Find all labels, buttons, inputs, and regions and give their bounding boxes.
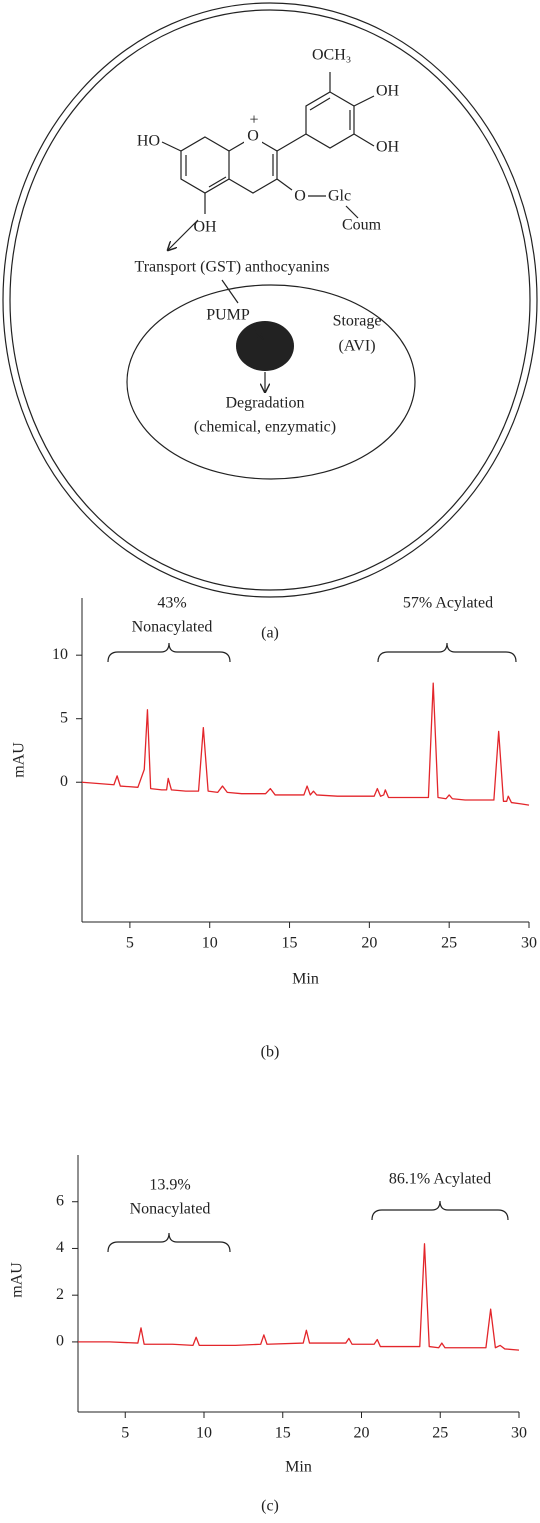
coumaroyl: Coum: [342, 217, 382, 234]
x-axis-label: Min: [285, 1459, 312, 1476]
brace: [377, 642, 517, 663]
ring-oxygen: O: [247, 128, 259, 145]
degradation-label: (chemical, enzymatic): [194, 419, 336, 436]
x-tick-label: 10: [196, 1425, 212, 1442]
brace: [371, 1200, 509, 1221]
x-tick-label: 20: [354, 1425, 370, 1442]
x-axis-label: Min: [292, 971, 319, 988]
cell-wall-outer: [2, 2, 538, 598]
x-tick-label: 10: [202, 935, 218, 952]
y-tick-label: 2: [56, 1286, 64, 1303]
annotation: 13.9%: [149, 1177, 190, 1194]
y-axis-label: mAU: [11, 742, 28, 778]
x-tick-label: 5: [126, 935, 134, 952]
hydroxyl: OH: [376, 83, 400, 100]
annotation: 57% Acylated: [403, 595, 493, 612]
storage-label: (AVI): [338, 338, 375, 355]
y-tick-label: 5: [60, 709, 68, 726]
x-tick-label: 30: [511, 1425, 527, 1442]
x-tick-label: 5: [121, 1425, 129, 1442]
trace: [78, 1243, 520, 1351]
connector: [221, 279, 239, 304]
caption: (b): [261, 1044, 280, 1061]
annotation: 43%: [157, 595, 186, 612]
hydroxyl: HO: [137, 133, 160, 150]
y-tick-label: 4: [56, 1239, 64, 1256]
x-tick-label: 15: [282, 935, 298, 952]
caption: (c): [261, 1498, 279, 1515]
x-tick-label: 25: [441, 935, 457, 952]
storage-label: Storage: [333, 313, 382, 330]
brace: [107, 1232, 231, 1253]
y-tick-label: 6: [56, 1192, 64, 1209]
arrow: [251, 327, 264, 340]
methoxy: OCH₃: [312, 47, 351, 64]
brace: [107, 642, 231, 663]
arrow: [168, 219, 199, 250]
vacuole: [126, 284, 416, 480]
cell-wall-inner: [9, 9, 531, 591]
avi-body: [236, 321, 294, 371]
annotation: 86.1% Acylated: [389, 1171, 491, 1188]
glycoside-oxygen: O: [294, 188, 306, 205]
x-tick-label: 20: [361, 935, 377, 952]
x-tick-label: 25: [432, 1425, 448, 1442]
hydroxyl: OH: [193, 219, 217, 236]
annotation: Nonacylated: [132, 619, 213, 636]
y-tick-label: 0: [56, 1333, 64, 1350]
diagram: O + OCH₃ OH OH HO OH O Glc Coum Transpor…: [2, 2, 538, 642]
molecule-bonds: [161, 72, 375, 219]
annotation: Nonacylated: [130, 1201, 211, 1218]
pump-label: PUMP: [206, 307, 250, 324]
x-tick-label: 15: [275, 1425, 291, 1442]
x-tick-label: 30: [521, 935, 537, 952]
hydroxyl: OH: [376, 139, 400, 156]
transport-label: Transport (GST) anthocyanins: [135, 259, 330, 276]
glucose: Glc: [328, 188, 351, 205]
charge: +: [249, 112, 258, 129]
y-axis-label: mAU: [9, 1262, 26, 1298]
y-tick-label: 0: [60, 773, 68, 790]
trace: [81, 682, 530, 806]
degradation-label: Degradation: [225, 395, 304, 412]
caption: (a): [261, 625, 279, 642]
y-tick-label: 10: [52, 646, 68, 663]
